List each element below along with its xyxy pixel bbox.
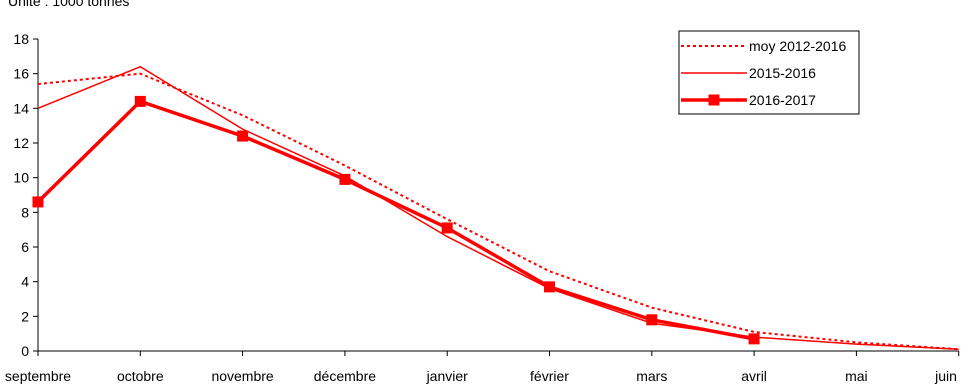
x-tick-label: janvier: [426, 368, 469, 384]
y-tick-label: 0: [21, 343, 29, 359]
x-tick-label: mai: [845, 368, 868, 384]
series-line: [37, 65, 959, 351]
x-tick-label: décembre: [314, 368, 376, 384]
data-point-marker: [544, 281, 555, 293]
y-tick-label: 14: [13, 100, 29, 116]
x-tick-label: février: [530, 368, 569, 384]
series-2016-2017: [32, 95, 760, 345]
y-tick-label: 12: [13, 135, 29, 151]
series-moy-2012-2016: [37, 72, 959, 351]
series-line: [37, 72, 959, 351]
x-tick-label: septembre: [5, 368, 71, 384]
x-tick-label: avril: [741, 368, 767, 384]
series-line: [36, 99, 755, 341]
data-point-marker: [339, 173, 351, 185]
legend-label: 2015-2016: [749, 65, 816, 81]
data-point-marker: [646, 314, 658, 326]
x-tick-label: octobre: [117, 368, 164, 384]
data-point-marker: [748, 333, 760, 345]
data-point-marker: [237, 130, 249, 142]
y-tick-label: 16: [13, 66, 29, 82]
y-tick-label: 6: [21, 239, 29, 255]
legend-label: moy 2012-2016: [749, 38, 847, 54]
y-tick-label: 10: [13, 170, 29, 186]
x-tick-label: novembre: [211, 368, 273, 384]
data-point-marker: [134, 95, 146, 107]
legend-marker: [708, 94, 720, 106]
x-tick-label: juin: [934, 368, 957, 384]
series-2015-2016: [37, 65, 959, 351]
data-point-marker: [441, 222, 453, 234]
y-tick-label: 2: [21, 308, 29, 324]
unit-label: Unité : 1000 tonnes: [8, 0, 129, 9]
x-tick-label: mars: [636, 368, 667, 384]
legend-label: 2016-2017: [749, 92, 816, 108]
y-tick-label: 18: [13, 31, 29, 47]
y-tick-label: 8: [21, 204, 29, 220]
series-layer: [32, 65, 959, 351]
axes: 0 2 4 6 8 10 12 14 16 18 septembre octobre novembre d…: [5, 31, 960, 384]
data-point-marker: [32, 196, 44, 208]
y-tick-label: 4: [21, 274, 29, 290]
legend: moy 2012-2016 2015-2016 2016-2017: [678, 30, 860, 115]
